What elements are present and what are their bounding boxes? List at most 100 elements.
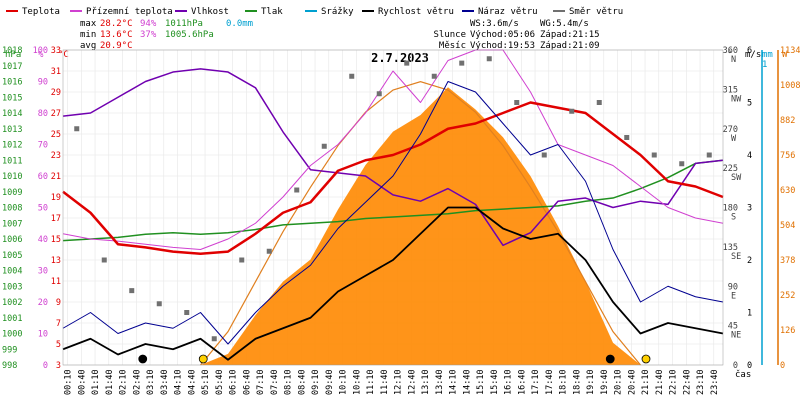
hpa-tick-1: 999 [2, 345, 17, 355]
dir-card-1: NW [731, 94, 742, 104]
x-tick-21: 10:40 [352, 369, 362, 395]
x-tick-43: 21:40 [655, 369, 665, 395]
pct-tick-10: 100 [33, 46, 48, 56]
x-tick-27: 13:40 [435, 369, 445, 395]
moonset-marker [605, 354, 615, 364]
dir-axis-label: ° [727, 50, 732, 60]
wind-dir-point-5 [211, 336, 217, 342]
wm2-tick-8: 1008 [780, 81, 800, 91]
wind-dir-point-18 [569, 108, 575, 114]
hpa-tick-14: 1012 [2, 141, 22, 151]
wm2-axis-label: W [782, 50, 788, 60]
ms-axis-label: m/s [745, 50, 761, 60]
hpa-tick-18: 1016 [2, 78, 22, 88]
stat-max-temp: 28.2°C [100, 19, 133, 29]
x-tick-25: 12:40 [407, 369, 417, 395]
legend-label-1: Přízemní teplota [86, 7, 173, 17]
wind-dir-point-17 [541, 152, 547, 158]
x-tick-17: 08:40 [297, 369, 307, 395]
hpa-tick-17: 1015 [2, 93, 22, 103]
wind-dir-point-13 [431, 73, 437, 79]
hpa-tick-9: 1007 [2, 219, 22, 229]
dir-card-6: E [731, 291, 736, 301]
wind-dir-point-7 [266, 248, 272, 254]
wind-gust-line [62, 81, 724, 345]
wind-dir-point-20 [624, 135, 630, 140]
temp-tick-14: 31 [51, 67, 61, 77]
ms-tick-5: 5 [747, 99, 752, 109]
stats-block: max 28.2°C 94% 1011hPa 0.0mm min 13.6°C … [80, 19, 253, 51]
temp-tick-13: 29 [51, 88, 61, 98]
temp-tick-0: 3 [56, 361, 61, 371]
pct-tick-0: 0 [43, 361, 48, 371]
axis-unit-labels: hPa % °C ° m/s mm W 1 čas [5, 50, 788, 380]
temp-tick-9: 21 [51, 172, 61, 182]
dir-tick-7: 45 [728, 322, 738, 332]
hpa-tick-16: 1014 [2, 109, 22, 119]
hpa-tick-7: 1005 [2, 251, 22, 261]
stat-max-label: max [80, 19, 97, 29]
x-tick-7: 03:40 [160, 369, 170, 395]
x-tick-30: 15:10 [476, 369, 486, 395]
x-tick-46: 23:10 [696, 369, 706, 395]
x-axis-label: čas [735, 369, 751, 380]
temp-tick-4: 11 [51, 277, 61, 287]
wm2-tick-6: 756 [780, 151, 795, 161]
x-tick-22: 11:10 [366, 369, 376, 395]
dir-card-2: W [731, 134, 737, 144]
theoretical-radiation-line [200, 81, 641, 366]
legend-label-2: Vlhkost [191, 7, 229, 17]
legend-label-0: Teplota [22, 7, 60, 17]
wind-direction-points [74, 56, 712, 342]
pct-tick-8: 80 [38, 109, 48, 119]
pct-tick-7: 70 [38, 141, 48, 151]
wind-gust-info: WG:5.4m/s [540, 19, 589, 29]
radiation-area [200, 87, 641, 365]
pct-tick-4: 40 [38, 235, 48, 245]
pct-tick-9: 90 [38, 78, 48, 88]
wm2-tick-7: 882 [780, 116, 795, 126]
wind-dir-point-2 [129, 288, 135, 294]
wind-dir-point-0 [74, 126, 80, 132]
wind-speed-info: WS:3.6m/s [470, 19, 519, 29]
legend: Teplota Přízemní teplota Vlhkost Tlak Srážky… [6, 7, 623, 17]
x-tick-24: 12:10 [394, 369, 404, 395]
dir-card-3: SW [731, 173, 742, 183]
x-tick-4: 02:10 [119, 369, 129, 395]
x-tick-8: 04:10 [174, 369, 184, 395]
series-lines [62, 49, 724, 361]
x-tick-42: 21:10 [641, 369, 651, 395]
pct-tick-5: 50 [38, 204, 48, 214]
x-tick-16: 08:10 [284, 369, 294, 395]
legend-label-5: Rychlost větru [378, 7, 454, 17]
x-tick-39: 19:40 [600, 369, 610, 395]
wind-dir-point-22 [679, 161, 685, 167]
temp-tick-7: 17 [51, 214, 61, 224]
x-tick-6: 03:10 [146, 369, 156, 395]
plot-frame [62, 49, 724, 366]
ms-tick-3: 3 [747, 204, 752, 214]
ground-temp-line [62, 49, 724, 250]
humidity-line [62, 68, 724, 247]
x-tick-40: 20:10 [614, 369, 624, 395]
ms-tick-6: 6 [747, 46, 752, 56]
dir-tick-3: 225 [723, 164, 738, 174]
sun-label: Slunce [433, 30, 466, 40]
wind-dir-point-10 [349, 73, 355, 79]
ms-tick-0: 0 [747, 361, 752, 371]
x-tick-19: 09:40 [325, 369, 335, 395]
x-tick-44: 22:10 [669, 369, 679, 395]
dir-tick-0: 360 [723, 46, 738, 56]
x-tick-2: 01:10 [91, 369, 101, 395]
hpa-tick-4: 1002 [2, 298, 22, 308]
moonrise-marker [138, 354, 148, 364]
x-tick-13: 06:40 [242, 369, 252, 395]
dir-tick-4: 180 [723, 204, 738, 214]
temperature-line [62, 101, 724, 255]
sunrise-time: Východ:05:06 [470, 30, 535, 40]
pct-tick-6: 60 [38, 172, 48, 182]
temp-tick-5: 13 [51, 256, 61, 266]
x-tick-0: 00:10 [64, 369, 74, 395]
hpa-tick-2: 1000 [2, 330, 22, 340]
hpa-tick-15: 1013 [2, 125, 22, 135]
